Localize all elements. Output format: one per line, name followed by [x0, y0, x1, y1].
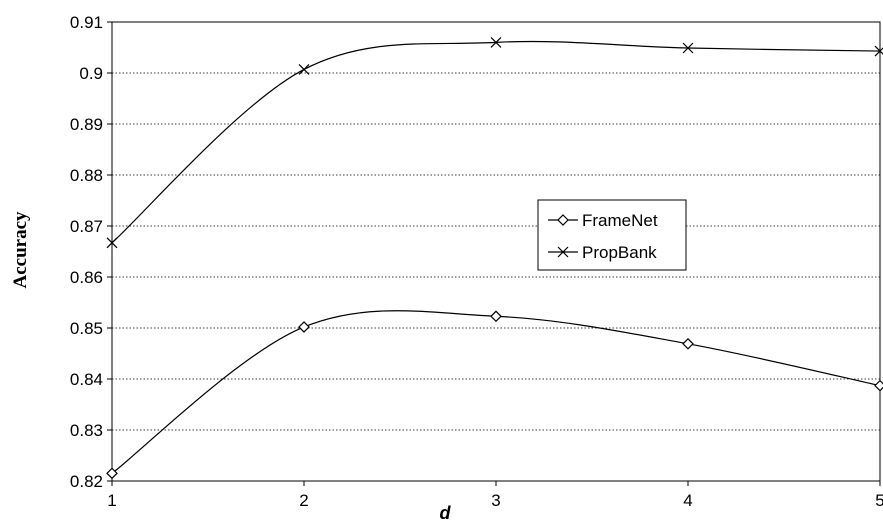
data-point-framenet [106, 467, 118, 480]
data-point-propbank [490, 36, 502, 48]
data-point-propbank [874, 45, 883, 57]
data-point-propbank [106, 237, 118, 249]
series-line-propbank [111, 40, 881, 244]
y-tick-label: 0.88 [70, 166, 103, 185]
x-tick-label: 3 [491, 491, 500, 510]
y-axis-label: Accuracy [10, 211, 31, 289]
y-tick-label: 0.85 [70, 319, 103, 338]
x-tick-label: 2 [299, 491, 308, 510]
series-layer [106, 36, 883, 480]
y-tick-label: 0.84 [70, 370, 103, 389]
legend-label-propbank: PropBank [582, 243, 657, 262]
plot-area-frame [111, 21, 881, 482]
y-tick-label: 0.9 [79, 64, 103, 83]
series-line-framenet [111, 310, 881, 474]
legend-box [537, 199, 687, 271]
x-tick-label: 5 [875, 491, 883, 510]
y-tick-label: 0.89 [70, 115, 103, 134]
legend-marker-framenet [557, 214, 569, 226]
y-tick-label: 0.83 [70, 421, 103, 440]
data-point-framenet [298, 321, 310, 333]
x-tick-label: 1 [107, 491, 116, 510]
x-axis-ticks: 1 2 3 4 5 [107, 481, 883, 510]
legend-marker-propbank [557, 246, 569, 258]
data-point-propbank [682, 42, 694, 54]
data-point-framenet [682, 337, 694, 350]
legend-label-framenet: FrameNet [582, 211, 658, 230]
gridlines [112, 72, 880, 431]
x-tick-label: 4 [683, 491, 692, 510]
y-tick-label: 0.91 [70, 13, 103, 32]
data-point-framenet [874, 379, 883, 392]
data-point-framenet [490, 310, 502, 323]
data-point-propbank [298, 64, 310, 75]
y-tick-label: 0.86 [70, 268, 103, 287]
legend: FrameNet PropBank [537, 199, 687, 271]
x-axis-label: d [440, 503, 452, 523]
y-tick-label: 0.82 [70, 472, 103, 491]
y-axis-ticks: 0.82 0.83 0.84 0.85 0.86 0.87 0.88 0.89 0.9 0.91 [70, 13, 112, 491]
y-tick-label: 0.87 [70, 217, 103, 236]
